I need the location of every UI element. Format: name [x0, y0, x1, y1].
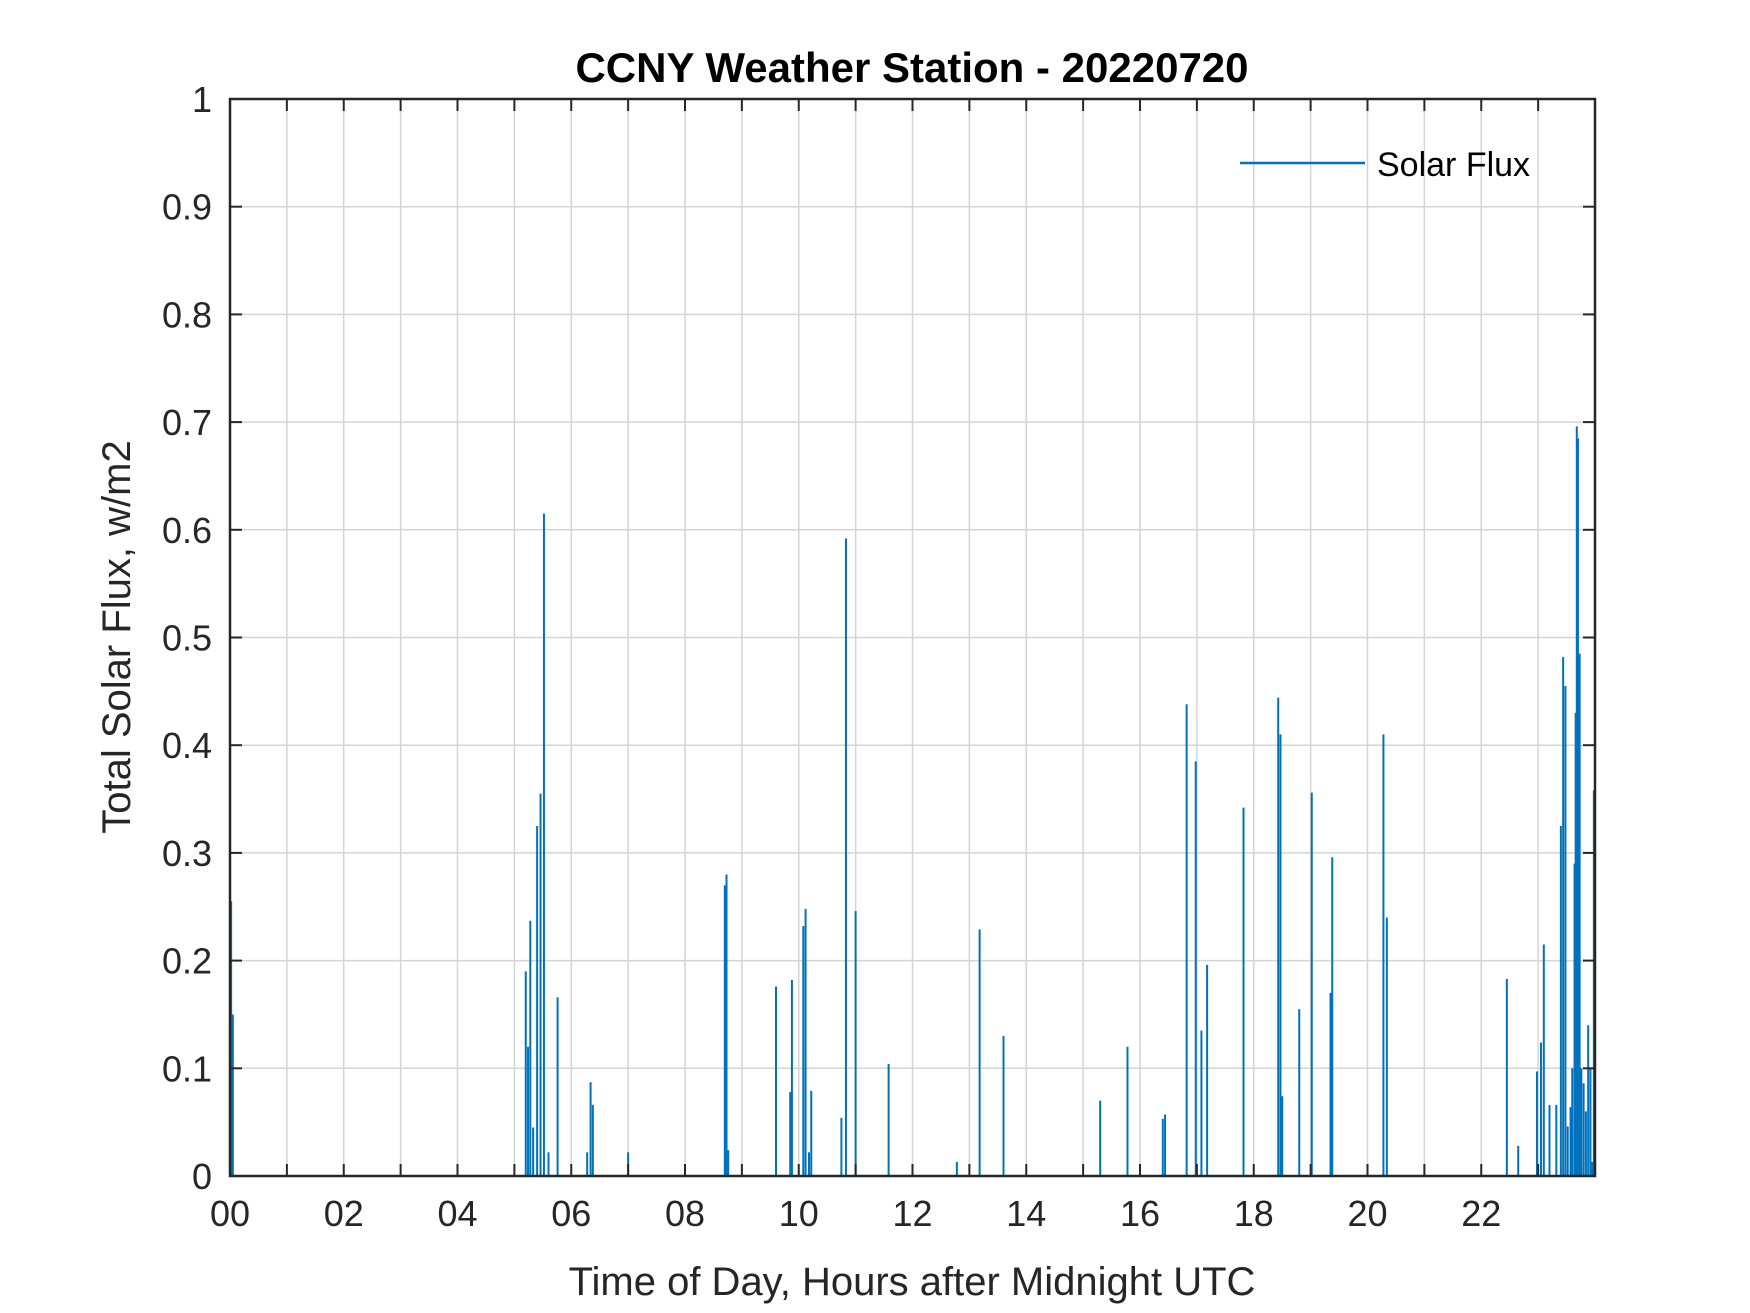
x-tick-label: 04 — [437, 1193, 477, 1234]
y-tick-label: 0.2 — [162, 941, 212, 982]
x-tick-label: 00 — [210, 1193, 250, 1234]
x-tick-label: 08 — [665, 1193, 705, 1234]
y-tick-label: 0.3 — [162, 833, 212, 874]
x-tick-label: 06 — [551, 1193, 591, 1234]
y-tick-label: 0.1 — [162, 1048, 212, 1089]
x-tick-label: 18 — [1234, 1193, 1274, 1234]
grid-lines — [230, 99, 1595, 1176]
x-tick-label: 12 — [892, 1193, 932, 1234]
x-tick-label: 16 — [1120, 1193, 1160, 1234]
y-axis-label: Total Solar Flux, w/m2 — [95, 440, 139, 833]
x-tick-label: 10 — [779, 1193, 819, 1234]
x-tick-labels: 00 02 04 06 08 10 12 14 16 18 20 22 — [210, 1193, 1501, 1234]
x-axis-label: Time of Day, Hours after Midnight UTC — [569, 1260, 1256, 1304]
y-tick-label: 0.5 — [162, 618, 212, 659]
y-tick-label: 0.8 — [162, 294, 212, 335]
legend: Solar Flux — [1240, 146, 1530, 184]
legend-label-solar-flux: Solar Flux — [1377, 146, 1530, 184]
x-tick-label: 22 — [1461, 1193, 1501, 1234]
tick-marks — [229, 98, 1596, 1177]
y-tick-label: 0.4 — [162, 725, 212, 766]
x-tick-label: 20 — [1347, 1193, 1387, 1234]
y-tick-label: 0 — [192, 1156, 212, 1197]
x-tick-label: 14 — [1006, 1193, 1046, 1234]
y-tick-label: 0.7 — [162, 402, 212, 443]
x-tick-label: 02 — [324, 1193, 364, 1234]
y-tick-label: 0.9 — [162, 187, 212, 228]
y-tick-label: 1 — [192, 79, 212, 120]
chart-title: CCNY Weather Station - 20220720 — [575, 44, 1248, 91]
y-tick-labels: 0 0.1 0.2 0.3 0.4 0.5 0.6 0.7 0.8 0.9 1 — [162, 79, 212, 1197]
y-tick-label: 0.6 — [162, 510, 212, 551]
